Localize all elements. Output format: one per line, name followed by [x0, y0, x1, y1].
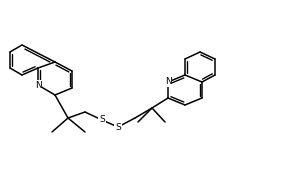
Text: S: S: [115, 123, 121, 132]
Text: S: S: [99, 115, 105, 124]
Text: N: N: [35, 81, 41, 89]
Text: N: N: [165, 78, 171, 87]
